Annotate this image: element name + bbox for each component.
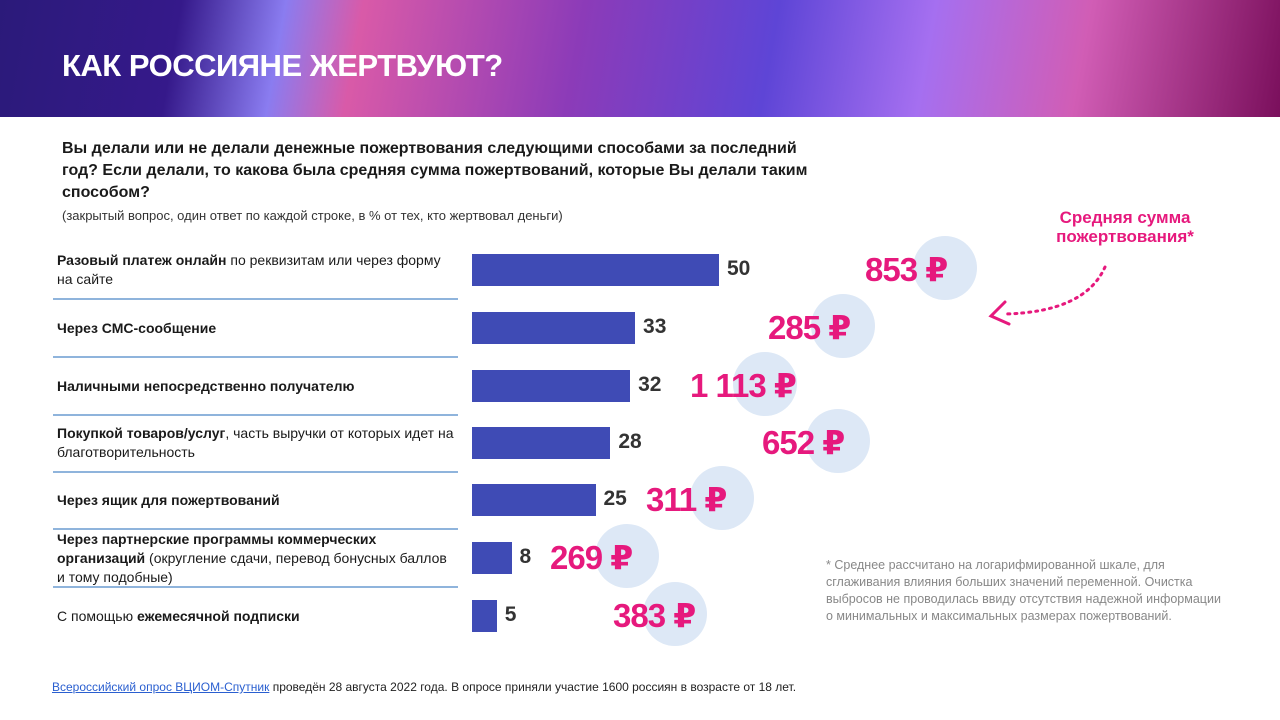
label-rest: (округление сдачи, перевод бонусных балл…: [57, 549, 447, 585]
label-rest: по реквизитам или через форму на сайте: [57, 252, 441, 287]
question-note: (закрытый вопрос, один ответ по каждой с…: [62, 208, 563, 223]
label-bold: Разовый платеж онлайн: [57, 252, 227, 268]
row-divider: [53, 414, 458, 416]
amount-circle: [690, 466, 754, 530]
source-link[interactable]: Всероссийский опрос ВЦИОМ-Спутник: [52, 680, 270, 694]
amount-circle: [733, 352, 797, 416]
category-label: Через партнерские программы коммерческих…: [57, 530, 457, 587]
amount-circle: [595, 524, 659, 588]
amount-circle: [806, 409, 870, 473]
bar: [472, 312, 636, 344]
label-bold: Через партнерские программы коммерческих…: [57, 530, 377, 566]
average-amount-label: 652 ₽: [762, 424, 845, 461]
bar: [472, 254, 719, 286]
footnote: * Среднее рассчитано на логарифмированно…: [826, 558, 1221, 623]
row-divider: [53, 528, 458, 530]
bar-value-label: 50: [727, 257, 751, 280]
row-divider: [53, 471, 458, 473]
category-label: Через СМС-сообщение: [57, 319, 457, 338]
bar-value-label: 5: [504, 603, 517, 626]
label-bold: Через ящик для пожертвований: [57, 491, 280, 508]
row-divider: [53, 356, 458, 358]
label-prefix: С помощью: [57, 607, 137, 624]
dotted-arrow-icon: [988, 265, 1107, 326]
bar-value-label: 32: [638, 373, 662, 396]
label-bold: Покупкой товаров/услуг: [57, 425, 226, 441]
average-amount-label: 311 ₽: [646, 481, 727, 518]
average-amount-legend: Средняя сумма пожертвования*: [1056, 208, 1194, 246]
survey-question: Вы делали или не делали денежные пожертв…: [62, 140, 808, 201]
label-bold: Через СМС-сообщение: [57, 319, 217, 336]
page-title: КАК РОССИЯНЕ ЖЕРТВУЮТ?: [62, 48, 503, 83]
average-amount-label: 269 ₽: [550, 539, 633, 576]
bar-value-label: 25: [603, 487, 627, 510]
row-divider: [53, 298, 458, 300]
bar: [472, 427, 611, 459]
bar-value-label: 33: [643, 315, 667, 338]
header-banner: КАК РОССИЯНЕ ЖЕРТВУЮТ?: [0, 0, 1280, 117]
average-amount-label: 285 ₽: [768, 309, 851, 346]
amount-circle: [913, 236, 977, 300]
label-rest: , часть выручки от которых идет на благо…: [57, 425, 454, 460]
average-amount-label: 1 113 ₽: [690, 367, 797, 404]
bar: [472, 484, 596, 516]
bar: [472, 542, 512, 574]
label-bold: ежемесячной подписки: [136, 607, 300, 624]
source-text: проведён 28 августа 2022 года. В опросе …: [269, 680, 797, 694]
average-amount-label: 853 ₽: [865, 251, 948, 288]
category-label: Наличными непосредственно получателю: [57, 377, 457, 396]
bar: [472, 370, 631, 402]
label-bold: Наличными непосредственно получателю: [57, 377, 355, 394]
amount-circle: [643, 582, 707, 646]
category-label: С помощью ежемесячной подписки: [57, 607, 457, 626]
bar-value-label: 8: [519, 545, 532, 568]
amount-circle: [811, 294, 875, 358]
average-amount-label: 383 ₽: [613, 597, 696, 634]
category-label: Через ящик для пожертвований: [57, 491, 457, 510]
row-divider: [53, 586, 458, 588]
category-label: Покупкой товаров/услуг, часть выручки от…: [57, 424, 457, 462]
bar: [472, 600, 497, 632]
bar-value-label: 28: [618, 430, 642, 453]
category-label: Разовый платеж онлайн по реквизитам или …: [57, 251, 457, 289]
source-note: Всероссийский опрос ВЦИОМ-Спутник провед…: [52, 680, 796, 694]
